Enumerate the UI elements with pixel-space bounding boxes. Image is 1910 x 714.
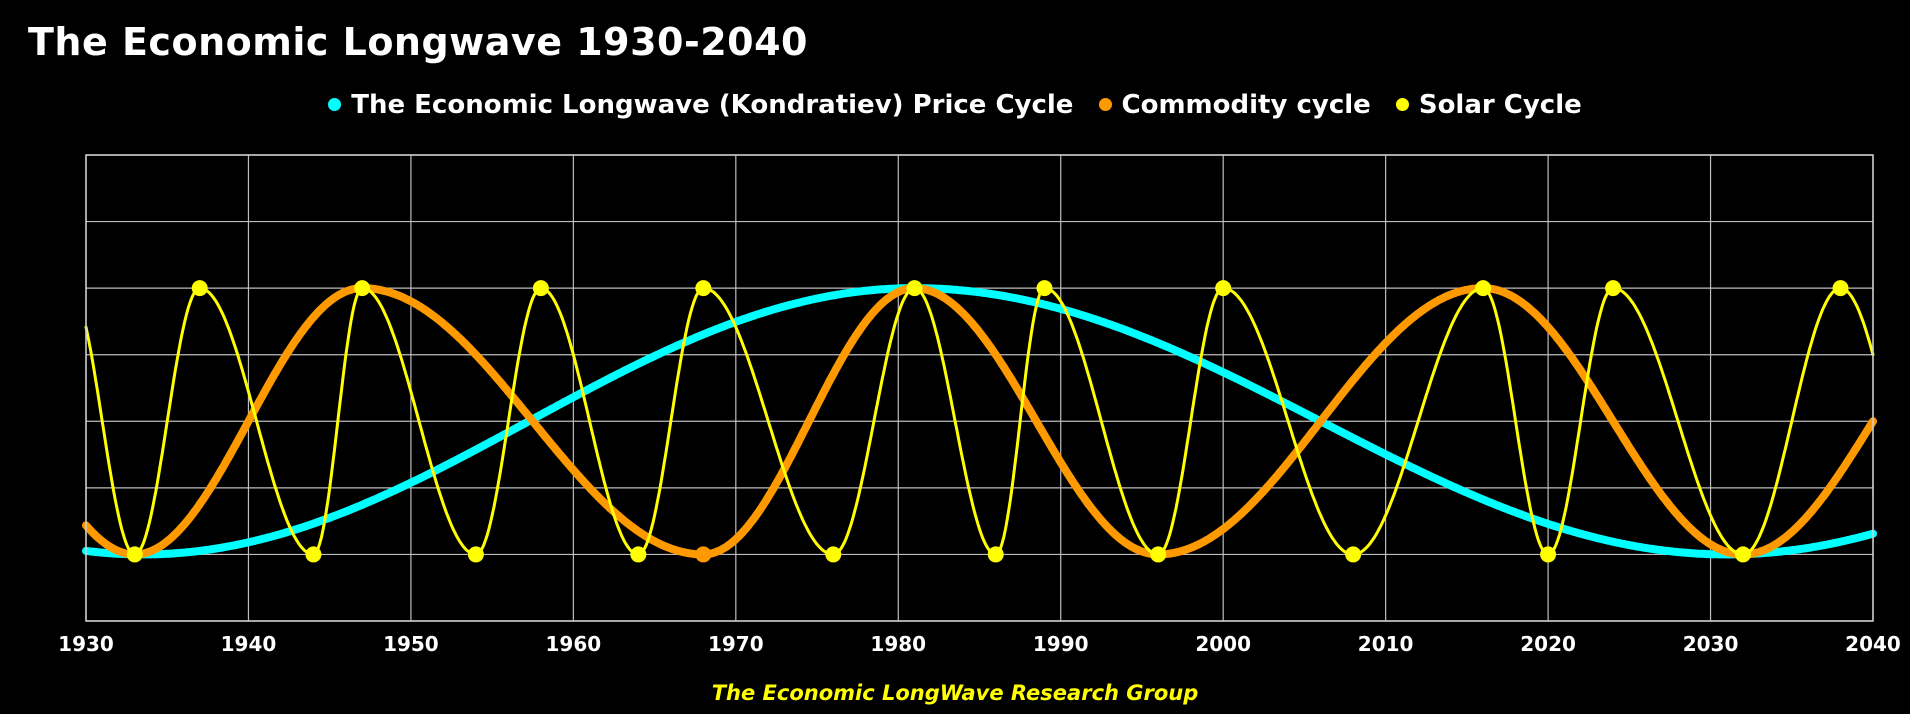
commodity-marker-1968[interactable]	[695, 546, 712, 563]
x-tick-label-1990: 1990	[1033, 632, 1089, 656]
solar-marker-4[interactable]	[467, 546, 484, 563]
legend-item-commodity[interactable]: Commodity cycle	[1098, 89, 1371, 120]
solar-marker-10[interactable]	[987, 546, 1004, 563]
legend-label-kondratiev: The Economic Longwave (Kondratiev) Price…	[351, 89, 1074, 120]
x-tick-label-2010: 2010	[1358, 632, 1414, 656]
solar-marker-2[interactable]	[305, 546, 322, 563]
solar-marker-3[interactable]	[354, 280, 371, 297]
solar-marker-6[interactable]	[630, 546, 647, 563]
x-tick-label-1940: 1940	[221, 632, 277, 656]
series-line-2[interactable]	[84, 286, 1875, 556]
legend-label-solar: Solar Cycle	[1418, 89, 1582, 120]
solar-marker-19[interactable]	[1832, 280, 1849, 297]
solar-marker-13[interactable]	[1215, 280, 1232, 297]
legend-item-solar[interactable]: Solar Cycle	[1395, 89, 1582, 120]
solar-marker-12[interactable]	[1150, 546, 1167, 563]
x-tick-label-2020: 2020	[1520, 632, 1576, 656]
chart-title: The Economic Longwave 1930-2040	[28, 20, 808, 64]
x-tick-label-2030: 2030	[1683, 632, 1739, 656]
x-tick-label-1970: 1970	[708, 632, 764, 656]
solar-marker-7[interactable]	[695, 280, 712, 297]
plot-border	[85, 154, 1874, 622]
series-line-1[interactable]	[82, 284, 1877, 559]
x-tick-label-1980: 1980	[870, 632, 926, 656]
legend-item-kondratiev[interactable]: The Economic Longwave (Kondratiev) Price…	[328, 90, 1073, 120]
series-line-0[interactable]	[82, 284, 1877, 559]
legend-label-commodity: Commodity cycle	[1121, 89, 1371, 120]
x-tick-label-2000: 2000	[1195, 632, 1251, 656]
x-tick-label-2040: 2040	[1845, 632, 1901, 656]
solar-marker-8[interactable]	[825, 546, 842, 563]
solar-marker-1[interactable]	[191, 280, 208, 297]
solar-marker-0[interactable]	[126, 546, 143, 563]
solar-marker-15[interactable]	[1475, 280, 1492, 297]
solar-marker-16[interactable]	[1540, 546, 1557, 563]
legend-marker-solar	[1395, 98, 1409, 111]
solar-marker-14[interactable]	[1345, 546, 1362, 563]
footer-credit: The Economic LongWave Research Group	[711, 681, 1199, 705]
legend: The Economic Longwave (Kondratiev) Price…	[0, 88, 1910, 120]
legend-marker-kondratiev	[328, 98, 342, 111]
x-tick-label-1960: 1960	[546, 632, 602, 656]
x-tick-label-1930: 1930	[58, 632, 114, 656]
solar-marker-5[interactable]	[532, 280, 549, 297]
legend-marker-commodity	[1098, 98, 1112, 111]
x-tick-label-1950: 1950	[383, 632, 439, 656]
solar-marker-18[interactable]	[1735, 546, 1752, 563]
solar-marker-9[interactable]	[906, 280, 923, 297]
solar-marker-17[interactable]	[1605, 280, 1622, 297]
solar-marker-11[interactable]	[1036, 280, 1053, 297]
